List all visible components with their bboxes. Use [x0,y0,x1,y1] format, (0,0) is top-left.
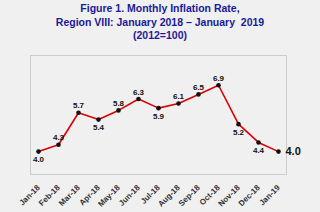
svg-text:Aug-18: Aug-18 [156,183,182,209]
svg-text:Mar-18: Mar-18 [57,183,82,208]
svg-text:Oct-18: Oct-18 [197,183,222,208]
svg-text:4.0: 4.0 [33,155,45,164]
svg-text:6.1: 6.1 [173,92,185,101]
html-text:(2012=100): (2012=100) [133,29,187,42]
svg-text:4.0: 4.0 [286,145,301,157]
html-text:Region VIII: January 2018 – Ja: Region VIII: January 2018 – January 2019 [55,15,265,28]
svg-text:6.3: 6.3 [133,87,145,96]
svg-text:Apr-18: Apr-18 [77,183,102,208]
svg-text:May-18: May-18 [96,183,122,209]
svg-text:6.5: 6.5 [193,83,205,92]
svg-text:5.2: 5.2 [233,128,245,137]
svg-text:5.4: 5.4 [93,123,105,132]
svg-text:Dec-18: Dec-18 [237,183,262,208]
svg-text:Jan-18: Jan-18 [17,183,42,208]
svg-text:Jun-18: Jun-18 [117,183,142,208]
html-text:Figure 1. Monthly Inflation Ra: Figure 1. Monthly Inflation Rate, [80,2,240,14]
svg-text:Jul-18: Jul-18 [139,183,162,206]
svg-text:6.9: 6.9 [213,74,225,83]
svg-text:5.7: 5.7 [73,101,85,110]
svg-text:5.8: 5.8 [113,99,125,108]
svg-text:4.4: 4.4 [253,146,265,155]
svg-text:Jan-19: Jan-19 [257,183,282,208]
svg-text:Feb-18: Feb-18 [37,183,62,208]
svg-text:5.9: 5.9 [153,112,165,121]
svg-text:Nov-18: Nov-18 [216,183,242,209]
svg-text:4.3: 4.3 [53,133,65,142]
svg-text:Sep-18: Sep-18 [177,183,202,208]
